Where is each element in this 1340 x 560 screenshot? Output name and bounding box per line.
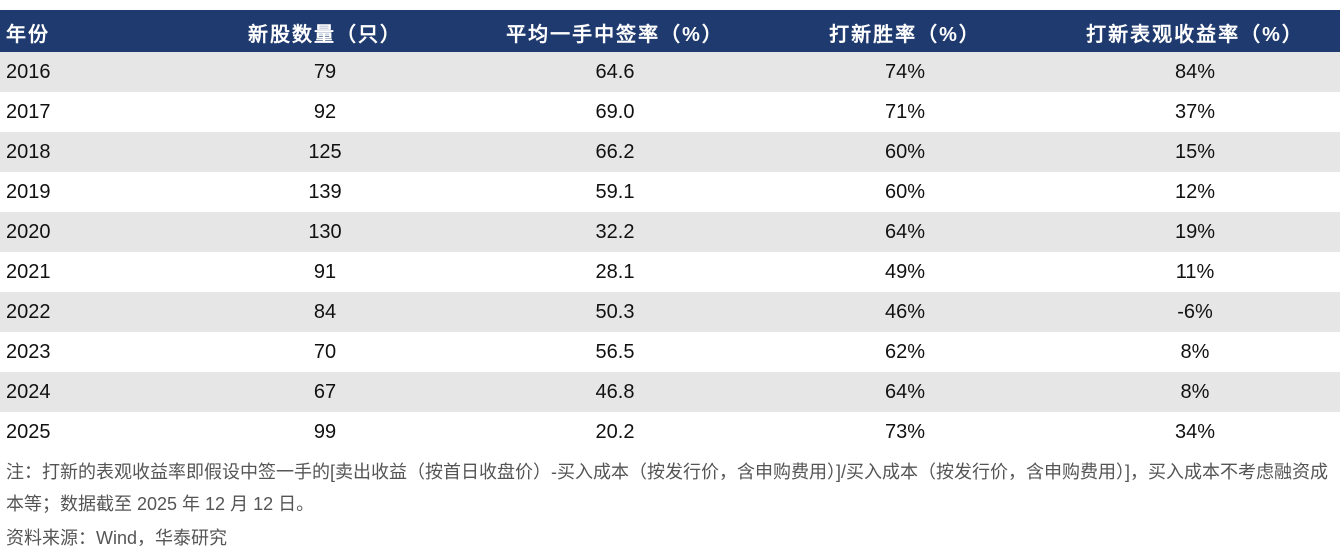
table-cell: 74% bbox=[760, 52, 1050, 92]
table-row: 2021 91 28.1 49% 11% bbox=[0, 252, 1340, 292]
source: 资料来源：Wind，华泰研究 bbox=[6, 528, 228, 548]
table-row: 2020 130 32.2 64% 19% bbox=[0, 212, 1340, 252]
table-cell: 19% bbox=[1050, 212, 1340, 252]
table-cell: 70 bbox=[313, 340, 337, 363]
table-cell: 20.2 bbox=[595, 420, 635, 443]
table-cell: 2023 bbox=[6, 340, 51, 363]
table-cell: 64% bbox=[760, 212, 1050, 252]
table-cell: 34% bbox=[1174, 420, 1216, 443]
table-cell: 2020 bbox=[0, 212, 180, 252]
table-cell: 64.6 bbox=[470, 52, 760, 92]
table-cell: 91 bbox=[313, 260, 337, 283]
table-cell: 46.8 bbox=[470, 372, 760, 412]
table-cell: 59.1 bbox=[595, 180, 635, 203]
table-cell: 56.5 bbox=[595, 340, 635, 363]
table-cell: 28.1 bbox=[595, 260, 635, 283]
header-cell: 平均一手中签率（%） bbox=[470, 12, 760, 52]
table-row: 2018 125 66.2 60% 15% bbox=[0, 132, 1340, 172]
table-cell: 37% bbox=[1174, 100, 1216, 123]
header-row: 年份 新股数量（只） 平均一手中签率（%） 打新胜率（%） 打新表观收益率（%） bbox=[0, 12, 1340, 52]
table-row: 2019 139 59.1 60% 12% bbox=[0, 172, 1340, 212]
header-cell: 打新胜率（%） bbox=[760, 12, 1050, 52]
header-cell: 年份 bbox=[0, 12, 180, 52]
table-cell: 67 bbox=[180, 372, 470, 412]
note: 注：打新的表观收益率即假设中签一手的[卖出收益（按首日收盘价）-买入成本（按发行… bbox=[6, 462, 1328, 514]
table-cell: 2022 bbox=[0, 292, 180, 332]
table-cell: 125 bbox=[180, 132, 470, 172]
table-cell: 2016 bbox=[0, 52, 180, 92]
table-cell: 2021 bbox=[6, 260, 51, 283]
table-cell: 69.0 bbox=[595, 100, 635, 123]
top-rule bbox=[0, 0, 1340, 12]
table-row: 2023 70 56.5 62% 8% bbox=[0, 332, 1340, 372]
table-cell: 60% bbox=[760, 132, 1050, 172]
table-cell: 92 bbox=[313, 100, 337, 123]
table-row: 2022 84 50.3 46% -6% bbox=[0, 292, 1340, 332]
table-cell: 84% bbox=[1050, 52, 1340, 92]
table-cell: 11% bbox=[1175, 260, 1215, 283]
header-cell: 打新表观收益率（%） bbox=[1050, 12, 1340, 52]
table-cell: 84 bbox=[180, 292, 470, 332]
table-cell: 71% bbox=[884, 100, 926, 123]
table-cell: 15% bbox=[1050, 132, 1340, 172]
table-cell: 2018 bbox=[0, 132, 180, 172]
table-cell: 46% bbox=[760, 292, 1050, 332]
table-cell: 130 bbox=[180, 212, 470, 252]
table-cell: 79 bbox=[180, 52, 470, 92]
table-cell: 62% bbox=[884, 340, 926, 363]
table-row: 2016 79 64.6 74% 84% bbox=[0, 52, 1340, 92]
table-row: 2017 92 69.0 71% 37% bbox=[0, 92, 1340, 132]
table-cell: 139 bbox=[308, 180, 342, 203]
table-cell: 66.2 bbox=[470, 132, 760, 172]
table-cell: 50.3 bbox=[470, 292, 760, 332]
data-table: 年份 新股数量（只） 平均一手中签率（%） 打新胜率（%） 打新表观收益率（%） 201… bbox=[0, 12, 1340, 452]
table-cell: 64% bbox=[760, 372, 1050, 412]
table-cell: 2025 bbox=[6, 420, 51, 443]
table-cell: 32.2 bbox=[470, 212, 760, 252]
table-cell: 12% bbox=[1174, 180, 1216, 203]
table-cell: 60% bbox=[884, 180, 926, 203]
table-row: 2024 67 46.8 64% 8% bbox=[0, 372, 1340, 412]
table-cell: 49% bbox=[884, 260, 926, 283]
table-cell: 2017 bbox=[6, 100, 51, 123]
table-cell: 2019 bbox=[6, 180, 51, 203]
table-row: 2025 99 20.2 73% 34% bbox=[0, 412, 1340, 452]
table-cell: 8% bbox=[1180, 340, 1210, 363]
table-cell: 8% bbox=[1050, 372, 1340, 412]
table-cell: 99 bbox=[313, 420, 337, 443]
header-cell: 新股数量（只） bbox=[180, 12, 470, 52]
table-cell: -6% bbox=[1050, 292, 1340, 332]
table-cell: 2024 bbox=[0, 372, 180, 412]
table-cell: 73% bbox=[884, 420, 926, 443]
